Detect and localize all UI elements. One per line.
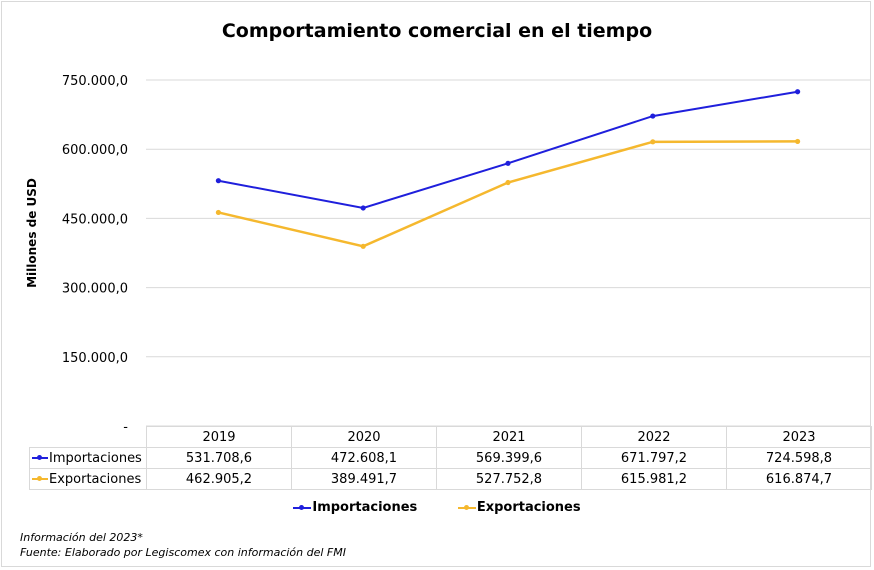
table-cell: 527.752,8 <box>436 468 582 490</box>
y-tick-label: 300.000,0 <box>62 282 128 297</box>
chart-title: Comportamiento comercial en el tiempo <box>221 20 653 42</box>
table-row-importaciones: Importaciones 531.708,6 472.608,1 569.39… <box>29 447 872 469</box>
series-line-importaciones <box>218 90 798 209</box>
table-cell: 462.905,2 <box>146 468 292 490</box>
table-cell: 616.874,7 <box>726 468 872 490</box>
data-point-exportaciones <box>360 243 366 249</box>
table-series-label: Exportaciones <box>29 468 147 490</box>
source-note: Fuente: Elaborado por Legiscomex con inf… <box>20 546 346 559</box>
data-point-exportaciones <box>650 139 656 145</box>
table-cell: 569.399,6 <box>436 447 582 469</box>
footnote: Información del 2023* <box>20 531 143 544</box>
table-cell: 389.491,7 <box>291 468 437 490</box>
legend: Importaciones Exportaciones <box>0 500 874 515</box>
table-series-label: Importaciones <box>29 447 147 469</box>
data-point-exportaciones <box>215 209 221 216</box>
table-year-header: 2022 <box>581 426 727 448</box>
exportaciones-legend-icon <box>457 504 476 512</box>
table-year-header: 2021 <box>436 426 582 448</box>
legend-item-importaciones[interactable]: Importaciones <box>293 500 417 515</box>
importaciones-legend-icon <box>293 504 312 512</box>
table-cell: 531.708,6 <box>146 447 292 469</box>
y-tick-label: 450.000,0 <box>62 212 128 227</box>
table-cell: 671.797,2 <box>581 447 727 469</box>
data-point-exportaciones <box>505 179 511 186</box>
data-point-importaciones <box>215 178 221 184</box>
table-cell: 615.981,2 <box>581 468 727 490</box>
table-cell: 472.608,1 <box>291 447 437 469</box>
y-tick-label: 750.000,0 <box>62 74 128 89</box>
y-tick-label: 150.000,0 <box>62 351 128 366</box>
table-year-header: 2023 <box>726 426 872 448</box>
data-point-importaciones <box>650 113 656 119</box>
table-cell: 724.598,8 <box>726 447 872 469</box>
table-corner <box>29 426 147 448</box>
table-year-header: 2020 <box>291 426 437 448</box>
importaciones-swatch-icon <box>32 454 48 462</box>
data-point-exportaciones <box>795 138 801 145</box>
y-tick-label: 600.000,0 <box>62 143 128 158</box>
table-series-name: Importaciones <box>49 450 142 466</box>
table-series-name: Exportaciones <box>49 471 142 487</box>
data-point-importaciones <box>360 205 366 211</box>
legend-item-exportaciones[interactable]: Exportaciones <box>457 500 581 515</box>
table-year-header: 2019 <box>146 426 292 448</box>
legend-label: Exportaciones <box>476 500 581 515</box>
data-point-importaciones <box>795 89 801 95</box>
exportaciones-swatch-icon <box>32 475 48 483</box>
legend-label: Importaciones <box>312 500 418 515</box>
series-line-exportaciones <box>218 140 798 248</box>
data-point-importaciones <box>505 160 511 166</box>
data-table: 2019 2020 2021 2022 2023 Importaciones 5… <box>29 426 872 490</box>
table-row-exportaciones: Exportaciones 462.905,2 389.491,7 527.75… <box>29 468 872 490</box>
table-header-row: 2019 2020 2021 2022 2023 <box>29 426 872 448</box>
